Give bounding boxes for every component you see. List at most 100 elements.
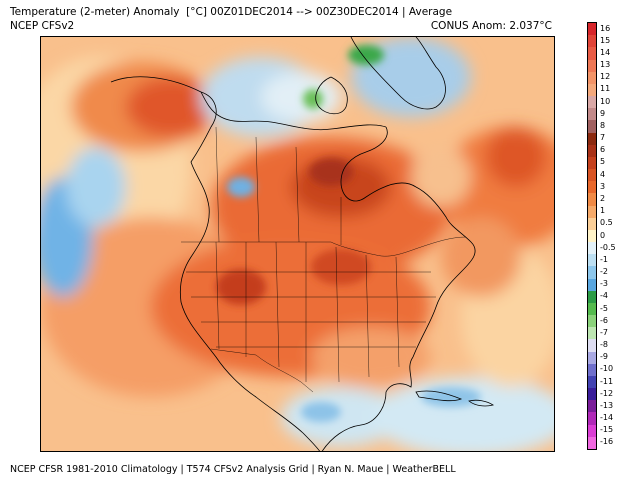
- coastlines: [110, 37, 494, 451]
- model-name: NCEP CFSv2: [10, 20, 75, 32]
- scale-label: 9: [600, 108, 606, 118]
- scale-swatch: [588, 193, 596, 207]
- scale-label: -10: [600, 364, 614, 374]
- rockies-hot-spot: [216, 269, 266, 305]
- caribbean-cold-spot: [421, 387, 481, 407]
- anomaly-field: [41, 37, 554, 451]
- greenland-green-spot: [348, 45, 384, 65]
- conus-anomaly: CONUS Anom: 2.037°C: [430, 20, 552, 32]
- scale-swatch: [588, 144, 596, 158]
- scale-swatch: [588, 266, 596, 280]
- scale-swatch: [588, 23, 596, 36]
- scale-label: 16: [600, 23, 611, 33]
- atlantic-hot-spot: [486, 127, 546, 187]
- scale-swatch: [588, 375, 596, 389]
- political-borders: [181, 126, 467, 393]
- us-state-line-7: [395, 256, 400, 368]
- canada-province-line-3: [295, 146, 300, 243]
- scale-swatch: [588, 254, 596, 267]
- map-frame: [40, 36, 555, 452]
- scale-label: 5: [600, 157, 606, 167]
- scale-label: 0.5: [600, 218, 613, 228]
- scale-label: -15: [600, 425, 614, 435]
- map-title: Temperature (2-meter) Anomaly [°C] 00Z01…: [10, 6, 453, 18]
- scale-label: 2: [600, 193, 606, 203]
- scale-label: -0.5: [600, 242, 616, 252]
- scale-swatch: [588, 35, 596, 48]
- scale-label: -8: [600, 340, 608, 350]
- scale-swatch: [588, 339, 596, 353]
- cuba-coastline: [415, 390, 463, 402]
- scale-label: -9: [600, 352, 608, 362]
- us-state-line-1: [215, 241, 220, 350]
- footer-credit: NCEP CFSR 1981-2010 Climatology | T574 C…: [10, 464, 456, 475]
- canada-province-line-2: [255, 136, 260, 243]
- scale-label: 13: [600, 60, 611, 70]
- alaska-hot-spot: [126, 77, 216, 137]
- scale-swatch: [588, 327, 596, 340]
- scale-label: -6: [600, 315, 608, 325]
- canada-dark-spot: [309, 158, 353, 186]
- baffin-island-coast: [315, 76, 348, 115]
- upper-midwest-hot-spot: [311, 249, 371, 285]
- scale-label: -7: [600, 327, 608, 337]
- hudson-bay-coast: [340, 126, 417, 202]
- scale-swatch: [588, 400, 596, 413]
- north-america-coastline: [110, 76, 321, 451]
- scale-swatch: [588, 169, 596, 182]
- scale-swatch: [588, 120, 596, 134]
- scale-swatch: [588, 436, 596, 450]
- scale-label: -12: [600, 388, 614, 398]
- scale-swatch: [588, 205, 596, 219]
- scale-swatch: [588, 424, 596, 438]
- us-canada-border: [181, 236, 467, 257]
- arctic-green-spot: [303, 89, 323, 109]
- anomaly-map: [41, 37, 554, 451]
- color-scale-bar: [587, 22, 597, 450]
- scale-label: -2: [600, 267, 608, 276]
- scale-swatch: [588, 363, 596, 377]
- scale-label: 14: [600, 47, 611, 57]
- scale-label: 4: [600, 169, 606, 179]
- canada-province-line-1: [215, 126, 220, 243]
- us-state-line-3: [275, 241, 280, 368]
- scale-label: -13: [600, 400, 614, 410]
- scale-swatch: [588, 412, 596, 426]
- southeast-zone: [311, 327, 431, 387]
- scale-label: 11: [600, 84, 611, 94]
- scale-swatch: [588, 351, 596, 365]
- labrador-warm-zone: [411, 147, 471, 207]
- scale-label: 15: [600, 35, 611, 45]
- scale-swatch: [588, 181, 596, 194]
- scale-label: 6: [600, 145, 606, 155]
- scale-label: -3: [600, 279, 608, 289]
- scale-label: -14: [600, 413, 614, 423]
- scale-label: 10: [600, 96, 611, 106]
- scale-label: 1: [600, 206, 606, 216]
- scale-label: 12: [600, 72, 611, 82]
- pacific-cool-zone: [66, 147, 126, 227]
- east-coastline: [412, 186, 476, 358]
- scale-swatch: [588, 83, 596, 97]
- scale-label: -1: [600, 254, 608, 264]
- scale-swatch: [588, 96, 596, 109]
- scale-swatch: [588, 47, 596, 60]
- scale-swatch: [588, 132, 596, 146]
- gulf-cool-zone: [281, 387, 401, 447]
- scale-label: -11: [600, 376, 614, 386]
- scale-swatch: [588, 290, 596, 304]
- scale-label: 7: [600, 133, 606, 143]
- gulf-cold-spot: [301, 402, 341, 422]
- atlantic-southeast-zone: [441, 217, 521, 297]
- scale-swatch: [588, 278, 596, 292]
- gulf-coastline: [321, 356, 414, 451]
- scale-swatch: [588, 315, 596, 328]
- scale-swatch: [588, 242, 596, 255]
- greenland-coastline: [350, 37, 446, 110]
- scale-label: 3: [600, 181, 606, 191]
- scale-swatch: [588, 156, 596, 170]
- scale-label: -16: [600, 437, 614, 447]
- scale-swatch: [588, 71, 596, 85]
- us-state-line-5: [335, 246, 340, 383]
- scale-label: -4: [600, 291, 608, 301]
